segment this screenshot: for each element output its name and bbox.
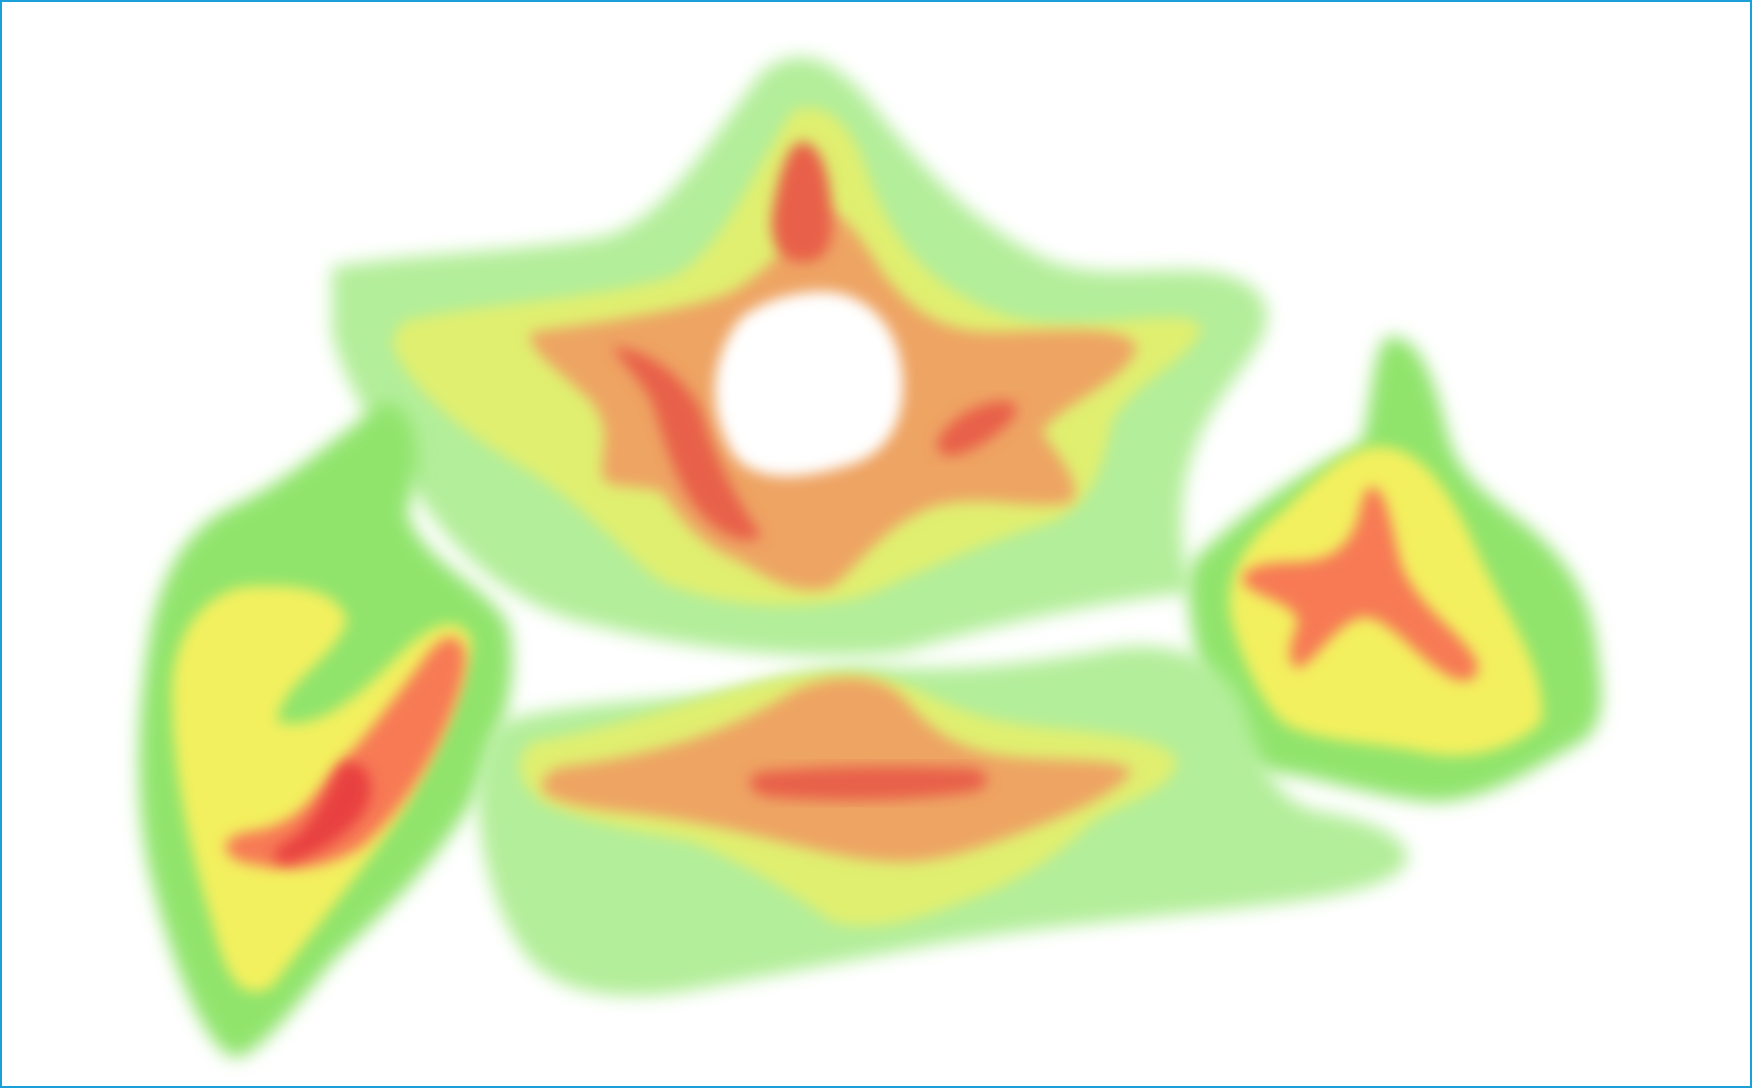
heat-level-8 <box>274 762 371 863</box>
heat-level-7 <box>937 401 1017 456</box>
heat-level-6 <box>225 637 466 869</box>
heat-level-7 <box>749 766 987 801</box>
heatmap-center-hole <box>715 291 903 477</box>
heat-level-6 <box>1242 487 1478 681</box>
heat-level-7 <box>612 347 762 541</box>
heatmap-region-right <box>1188 336 1602 802</box>
heatmap-region-bottom <box>477 646 1408 996</box>
heat-level-7 <box>771 142 832 262</box>
heatmap-region-top <box>332 57 1267 656</box>
heatmap-region-left <box>138 402 513 1058</box>
